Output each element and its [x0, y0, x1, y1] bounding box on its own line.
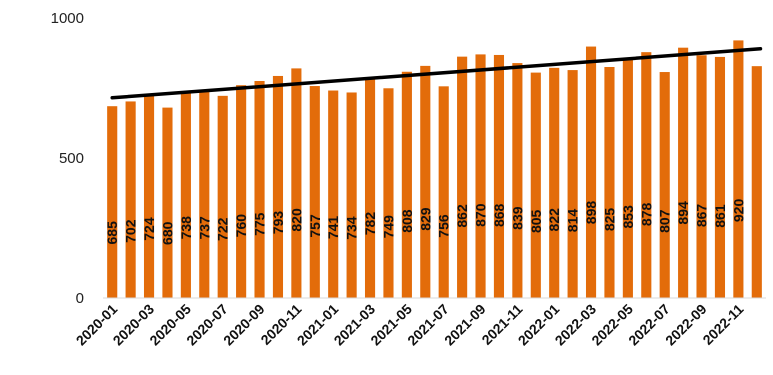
- data-label: 724: [141, 217, 157, 241]
- x-axis: 2020-012020-032020-052020-072020-092020-…: [73, 297, 766, 349]
- bar: [512, 63, 523, 298]
- data-label: 894: [675, 201, 691, 225]
- bar: [107, 106, 118, 298]
- data-label: 749: [380, 215, 396, 239]
- data-label: 738: [178, 216, 194, 240]
- data-label: 867: [694, 204, 710, 228]
- bar: [328, 90, 339, 299]
- y-tick-label: 1000: [51, 10, 84, 27]
- y-axis: 0 500 1000: [51, 10, 84, 307]
- bar: [383, 88, 394, 298]
- bar: [420, 65, 431, 298]
- bar: [180, 91, 191, 298]
- y-tick-label: 0: [76, 290, 84, 307]
- data-label: 722: [215, 217, 231, 241]
- data-label: 861: [712, 204, 728, 228]
- bar: [457, 56, 468, 298]
- bar: [199, 91, 210, 298]
- bar: [714, 56, 726, 298]
- data-label: 757: [307, 214, 323, 238]
- bar: [493, 54, 505, 299]
- data-label: 756: [436, 214, 452, 238]
- data-label: 807: [657, 209, 673, 233]
- bar: [438, 86, 449, 298]
- bar: [622, 59, 633, 298]
- bar: [475, 54, 486, 299]
- data-label: 825: [601, 208, 617, 232]
- data-label: 822: [546, 208, 562, 232]
- data-label: 680: [159, 221, 175, 245]
- data-label: 853: [620, 205, 636, 229]
- bar: [585, 46, 597, 299]
- bar: [272, 75, 284, 299]
- data-label: 782: [362, 212, 378, 236]
- data-label: 820: [288, 208, 304, 232]
- bar: [751, 66, 762, 298]
- data-label: 760: [233, 214, 249, 238]
- trend-line: [110, 47, 763, 100]
- x-tick-label: 2020-09: [220, 301, 268, 349]
- data-label: 868: [491, 203, 507, 227]
- bar: [401, 71, 412, 298]
- data-label: 737: [196, 216, 212, 240]
- data-label: 814: [565, 209, 581, 233]
- data-label: 741: [325, 216, 341, 240]
- data-label: 808: [399, 209, 415, 233]
- data-label: 862: [454, 204, 470, 228]
- bar: [604, 67, 615, 298]
- x-tick-label: 2022-11: [699, 301, 746, 348]
- bar: [641, 52, 652, 298]
- bar: [254, 81, 265, 298]
- bars: [107, 40, 762, 299]
- bar: [696, 55, 707, 298]
- bar: [291, 68, 302, 299]
- data-label: 839: [509, 206, 525, 230]
- bar: [346, 92, 357, 298]
- data-label: 734: [344, 216, 360, 240]
- bar: [678, 47, 689, 299]
- bar: [530, 72, 541, 298]
- data-label: 685: [104, 221, 120, 245]
- bar: [143, 95, 155, 298]
- bar: [549, 67, 560, 298]
- x-tick-label: 2021-09: [441, 301, 489, 349]
- trendline: [110, 47, 763, 100]
- data-label: 775: [252, 212, 268, 236]
- x-tick-label: 2022-09: [662, 301, 710, 349]
- data-label: 898: [583, 201, 599, 225]
- bar: [217, 95, 228, 298]
- data-label: 870: [473, 203, 489, 227]
- data-label: 878: [638, 203, 654, 227]
- data-label: 702: [123, 219, 139, 243]
- bar: [309, 86, 320, 298]
- bar: [125, 101, 136, 298]
- data-label: 829: [417, 207, 433, 231]
- data-label: 805: [528, 209, 544, 233]
- data-label: 920: [730, 199, 746, 223]
- bar: [162, 107, 173, 298]
- y-tick-label: 500: [59, 150, 84, 167]
- bar: [733, 40, 744, 299]
- data-labels: 685 702 724 680 738 737 722 760 775 793 820 757 741 7…: [104, 199, 746, 245]
- bar: [236, 85, 247, 298]
- data-label: 793: [270, 211, 286, 235]
- bar: [364, 79, 376, 298]
- bar: [659, 72, 670, 298]
- bar: [567, 70, 578, 298]
